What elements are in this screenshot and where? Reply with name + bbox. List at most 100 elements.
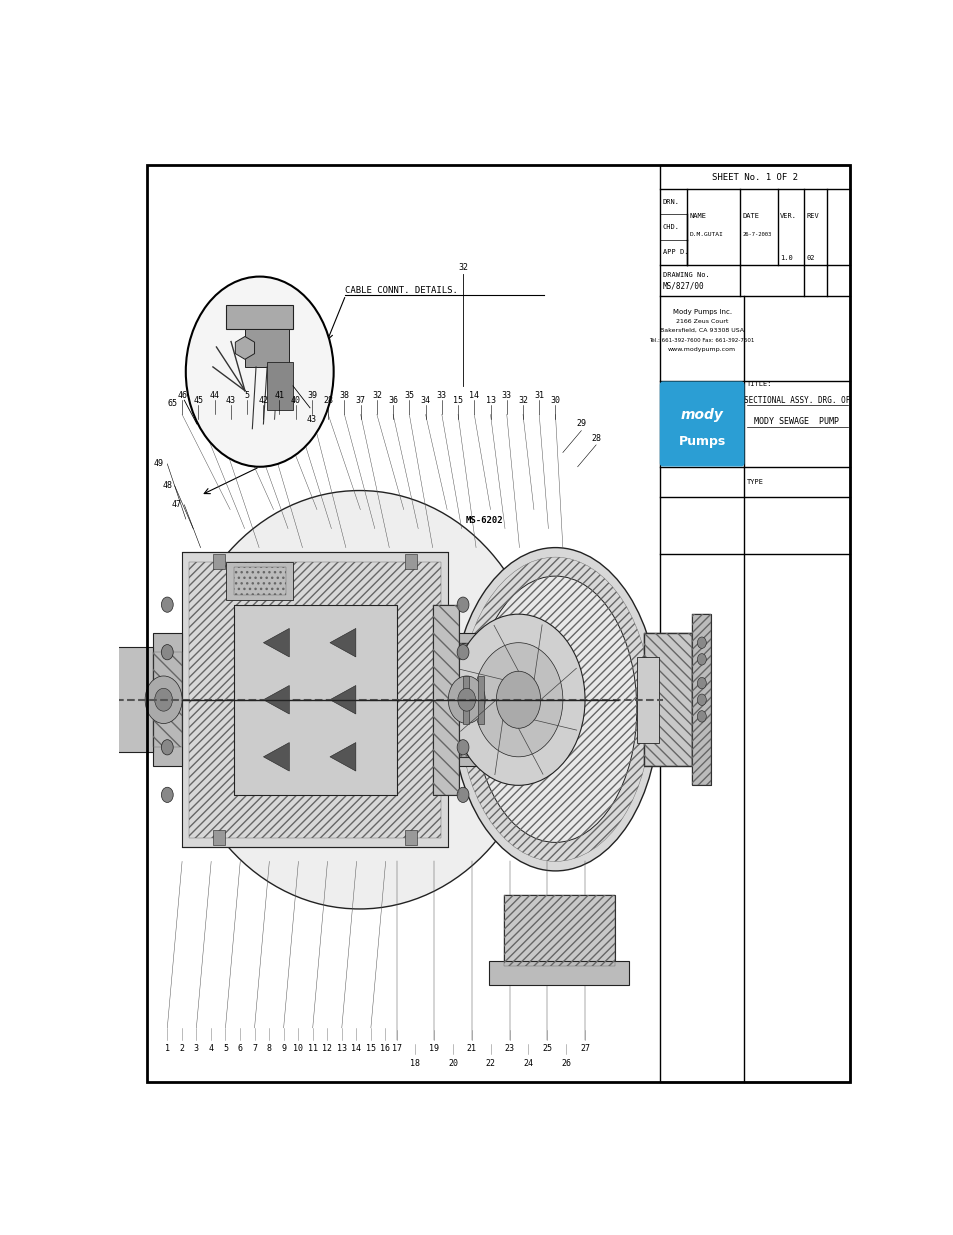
Text: 14: 14 — [351, 1045, 361, 1053]
Bar — [448, 652, 477, 747]
Bar — [245, 329, 289, 367]
Text: 5: 5 — [244, 391, 250, 400]
Text: SHEET No. 1 OF 2: SHEET No. 1 OF 2 — [711, 173, 798, 182]
Text: 8: 8 — [266, 1045, 272, 1053]
Text: 9: 9 — [281, 1045, 286, 1053]
Bar — [692, 614, 710, 785]
Text: 3: 3 — [193, 1045, 198, 1053]
Text: REV: REV — [805, 212, 819, 219]
Circle shape — [452, 614, 584, 785]
Circle shape — [161, 787, 173, 803]
Text: 27: 27 — [579, 1045, 589, 1053]
Bar — [147, 165, 659, 1082]
Bar — [405, 555, 416, 569]
Ellipse shape — [452, 547, 659, 871]
Text: D.M.GUTAI: D.M.GUTAI — [688, 232, 722, 237]
Text: DRAWING No.: DRAWING No. — [662, 272, 709, 278]
Text: MS/827/00: MS/827/00 — [662, 282, 703, 290]
Bar — [659, 165, 849, 1082]
Text: 13: 13 — [485, 395, 495, 405]
Circle shape — [456, 597, 469, 613]
Text: TITLE:: TITLE: — [746, 382, 771, 387]
Text: 46: 46 — [177, 391, 187, 400]
Text: 6: 6 — [237, 1045, 242, 1053]
Text: 26: 26 — [560, 1058, 571, 1067]
Text: 40: 40 — [291, 395, 300, 405]
Text: 16: 16 — [380, 1045, 390, 1053]
Circle shape — [474, 642, 562, 757]
Text: CABLE CONNT. DETAILS.: CABLE CONNT. DETAILS. — [344, 285, 457, 295]
Text: 7: 7 — [252, 1045, 256, 1053]
Text: 5: 5 — [223, 1045, 228, 1053]
Text: 21: 21 — [466, 1045, 476, 1053]
Text: www.modypump.com: www.modypump.com — [667, 347, 736, 352]
Text: 41: 41 — [274, 391, 284, 400]
Text: Mody Pumps Inc.: Mody Pumps Inc. — [672, 309, 731, 315]
Bar — [267, 362, 293, 410]
Circle shape — [697, 710, 705, 722]
Text: 20: 20 — [448, 1058, 457, 1067]
Text: 12: 12 — [322, 1045, 332, 1053]
Text: SECTIONAL ASSY. DRG. OF: SECTIONAL ASSY. DRG. OF — [742, 395, 849, 405]
Bar — [152, 652, 182, 747]
Polygon shape — [330, 742, 355, 771]
Text: 2: 2 — [179, 1045, 184, 1053]
Text: 48: 48 — [163, 482, 172, 490]
Polygon shape — [263, 629, 289, 657]
Text: 39: 39 — [307, 391, 316, 400]
Circle shape — [697, 678, 705, 689]
Circle shape — [154, 688, 172, 711]
Text: MS-6202: MS-6202 — [465, 516, 503, 525]
Text: 2166 Zeus Court: 2166 Zeus Court — [675, 319, 727, 324]
Circle shape — [161, 645, 173, 659]
Text: Tel.: 661-392-7600 Fax: 661-392-7601: Tel.: 661-392-7600 Fax: 661-392-7601 — [649, 338, 754, 343]
Bar — [477, 676, 483, 724]
Text: 45: 45 — [193, 395, 203, 405]
Text: 37: 37 — [355, 395, 365, 405]
Circle shape — [161, 597, 173, 613]
Bar — [78, 629, 90, 676]
Bar — [233, 605, 396, 795]
Bar — [433, 605, 459, 795]
Bar — [448, 642, 485, 757]
Text: 28: 28 — [591, 433, 600, 442]
Circle shape — [457, 688, 476, 711]
Text: 43: 43 — [226, 395, 235, 405]
Text: 32: 32 — [457, 263, 468, 272]
Bar — [503, 894, 614, 966]
Bar — [692, 614, 710, 785]
Text: 1: 1 — [165, 1045, 170, 1053]
Text: 19: 19 — [429, 1045, 438, 1053]
Polygon shape — [263, 742, 289, 771]
Bar — [448, 642, 485, 757]
Bar — [226, 562, 293, 600]
FancyBboxPatch shape — [659, 382, 743, 466]
Circle shape — [448, 676, 485, 724]
Text: TYPE: TYPE — [746, 479, 763, 485]
Text: 31: 31 — [534, 391, 543, 400]
Text: 23: 23 — [504, 1045, 514, 1053]
Circle shape — [496, 672, 540, 729]
Bar — [643, 634, 692, 766]
Text: 43: 43 — [306, 415, 316, 424]
Polygon shape — [330, 685, 355, 714]
Bar — [503, 894, 614, 966]
Text: 24: 24 — [523, 1058, 533, 1067]
Text: 28: 28 — [323, 395, 333, 405]
Text: 36: 36 — [388, 395, 397, 405]
Polygon shape — [263, 685, 289, 714]
Text: 32: 32 — [372, 391, 381, 400]
Bar — [190, 562, 440, 837]
Text: 11: 11 — [308, 1045, 317, 1053]
Bar — [637, 657, 659, 742]
Text: 47: 47 — [171, 500, 181, 509]
Text: 10: 10 — [293, 1045, 303, 1053]
Text: 33: 33 — [436, 391, 446, 400]
Text: mody: mody — [679, 408, 722, 421]
Bar — [433, 605, 459, 795]
Ellipse shape — [174, 490, 544, 909]
Text: 42: 42 — [258, 395, 268, 405]
Bar — [213, 830, 225, 845]
Text: 25: 25 — [541, 1045, 552, 1053]
Circle shape — [697, 653, 705, 664]
